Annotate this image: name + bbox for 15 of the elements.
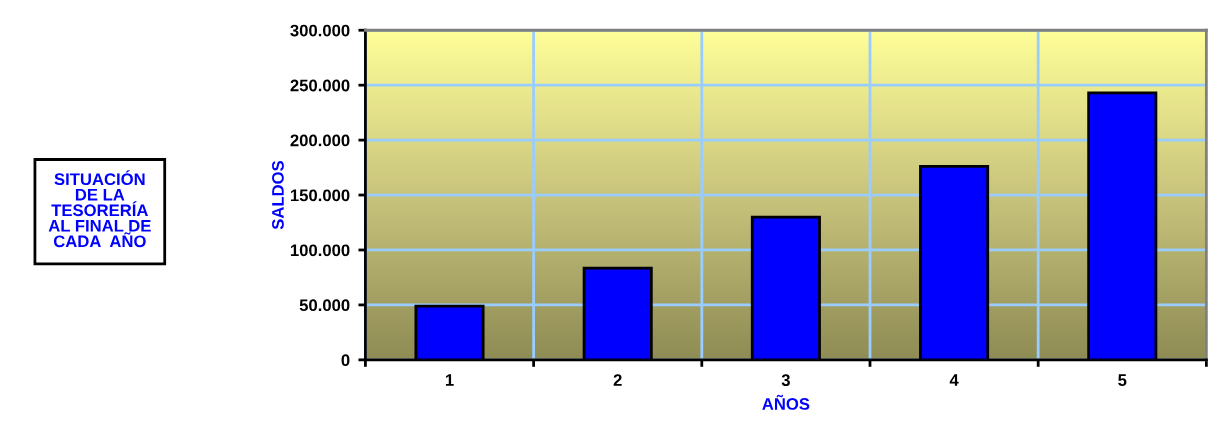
x-axis-title: AÑOS <box>762 394 810 410</box>
x-tick-label: 2 <box>613 374 622 386</box>
text: SITUACIÓN DE LA TESORERÍA AL FINAL DE CADA AÑO <box>48 170 151 248</box>
x-tick-label: 5 <box>1118 374 1127 386</box>
y-axis-title: SALDOS <box>272 160 284 230</box>
x-tick-label: 1 <box>445 374 454 386</box>
y-tick-label: 100.000 <box>290 244 350 257</box>
x-tick-label: 3 <box>781 374 790 387</box>
y-tick-label: 250.000 <box>290 79 350 92</box>
y-tick-label: 0 <box>341 354 350 367</box>
y-tick-label: 150.000 <box>290 189 350 202</box>
y-tick-label: 50.000 <box>299 299 350 312</box>
x-tick-label: 4 <box>949 374 959 386</box>
y-tick-label: 200.000 <box>290 134 350 147</box>
y-tick-label: 300.000 <box>290 24 350 37</box>
